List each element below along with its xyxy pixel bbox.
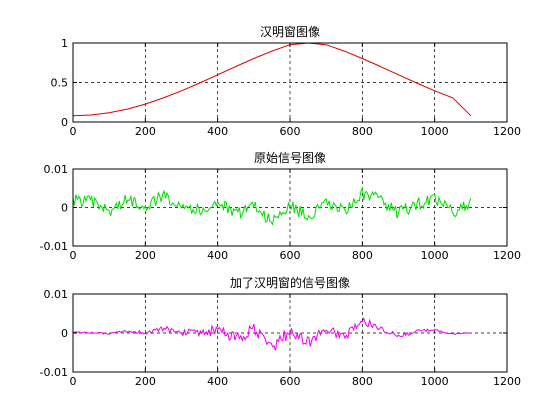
x-tick-label: 200 bbox=[135, 249, 156, 262]
y-tick-label: -0.01 bbox=[40, 240, 68, 253]
series-line bbox=[72, 42, 472, 117]
x-tick-label: 1200 bbox=[493, 125, 521, 138]
y-tick-label: -0.01 bbox=[40, 366, 68, 379]
y-tick-label: 0.01 bbox=[44, 288, 69, 301]
x-tick-label: 800 bbox=[352, 249, 373, 262]
chart-title: 汉明窗图像 bbox=[260, 25, 320, 39]
x-tick-label: 200 bbox=[135, 375, 156, 388]
x-tick-label: 600 bbox=[280, 249, 301, 262]
x-tick-label: 1200 bbox=[493, 249, 521, 262]
x-tick-label: 600 bbox=[280, 125, 301, 138]
x-tick-label: 800 bbox=[352, 125, 373, 138]
x-tick-label: 1000 bbox=[421, 125, 449, 138]
chart-title: 原始信号图像 bbox=[254, 151, 326, 165]
subplot-3: 0 200 400 600 800 1000 1200-0.0100.01加了汉明窗的信号图… bbox=[40, 275, 521, 388]
x-tick-label: 0 bbox=[70, 249, 77, 262]
x-tick-label: 400 bbox=[207, 249, 228, 262]
subplot-1: 0 200 400 600 800 1000 1200 0 0.5 1 汉明窗图像 bbox=[51, 25, 522, 138]
y-tick-label: 0 bbox=[61, 327, 68, 340]
x-tick-label: 400 bbox=[207, 375, 228, 388]
x-tick-label: 1000 bbox=[421, 249, 449, 262]
series-line bbox=[72, 186, 472, 226]
x-tick-label: 600 bbox=[280, 375, 301, 388]
x-tick-label: 0 bbox=[70, 125, 77, 138]
x-tick-label: 800 bbox=[352, 375, 373, 388]
x-tick-label: 400 bbox=[207, 125, 228, 138]
series-line bbox=[72, 316, 471, 351]
y-tick-label: 0 bbox=[61, 202, 68, 215]
x-tick-label: 0 bbox=[70, 375, 77, 388]
y-tick-label: 0.5 bbox=[51, 77, 69, 90]
y-tick-label: 1 bbox=[61, 37, 68, 50]
chart-title: 加了汉明窗的信号图像 bbox=[230, 275, 350, 290]
x-tick-label: 1200 bbox=[493, 375, 521, 388]
y-tick-label: 0 bbox=[61, 116, 68, 129]
x-tick-label: 1000 bbox=[421, 375, 449, 388]
y-tick-label: 0.01 bbox=[44, 163, 69, 176]
x-tick-label: 200 bbox=[135, 125, 156, 138]
